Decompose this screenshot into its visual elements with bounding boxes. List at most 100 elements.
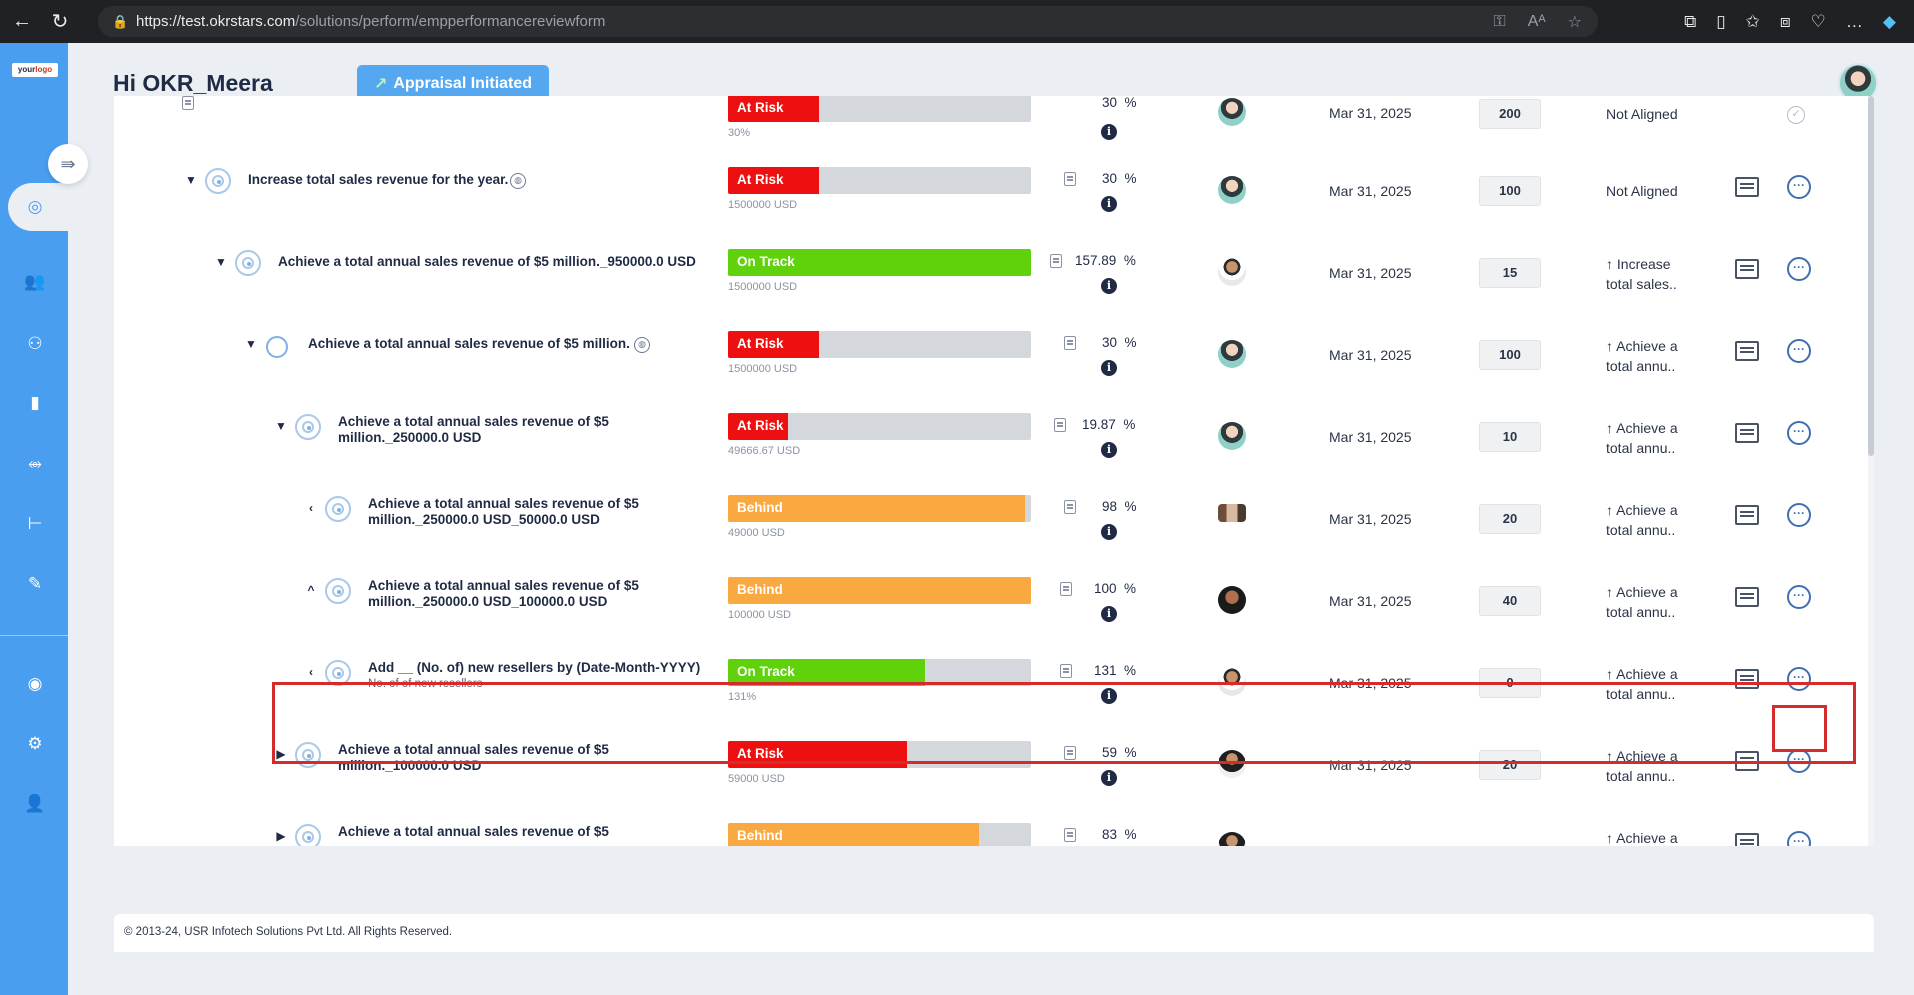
review-action-icon[interactable] — [1735, 505, 1759, 525]
more-options-icon[interactable]: ··· — [1787, 175, 1811, 199]
key-result-title[interactable]: Achieve a total annual sales revenue of … — [338, 414, 609, 445]
score-field[interactable]: 100 — [1479, 176, 1541, 206]
score-field[interactable]: 10 — [1479, 422, 1541, 452]
key-result-title[interactable]: Add __ (No. of) new resellers by (Date-M… — [368, 660, 701, 675]
collapse-sidebar-button[interactable]: ⇛ — [48, 144, 88, 184]
scrollbar-track[interactable] — [1868, 96, 1874, 846]
more-menu-icon[interactable]: … — [1845, 11, 1863, 31]
review-action-icon[interactable] — [1735, 751, 1759, 771]
score-field[interactable]: 20 — [1479, 504, 1541, 534]
info-icon[interactable]: i — [1101, 688, 1117, 704]
objective-title[interactable]: Achieve a total annual sales revenue of … — [278, 254, 696, 269]
notes-icon[interactable] — [1054, 418, 1066, 432]
review-form-icon[interactable]: ✎ — [27, 574, 43, 593]
owner-avatar[interactable] — [1218, 668, 1246, 696]
address-bar[interactable]: 🔒 https://test.okrstars.com/solutions/pe… — [98, 6, 1598, 37]
collapse-toggle-icon[interactable]: ^ — [307, 583, 315, 597]
favorite-star-icon[interactable]: ☆ — [1567, 13, 1582, 31]
team-icon[interactable]: 👥 — [24, 272, 46, 291]
notes-icon[interactable] — [182, 96, 194, 110]
notes-icon[interactable] — [1064, 828, 1076, 842]
key-icon[interactable]: ⚿ — [1493, 12, 1506, 30]
key-result-title[interactable]: Achieve a total annual sales revenue of … — [368, 578, 639, 609]
score-field[interactable]: 200 — [1479, 99, 1541, 129]
owner-avatar[interactable] — [1218, 832, 1246, 846]
info-icon[interactable]: i — [1101, 278, 1117, 294]
profile-icon[interactable]: 👤 — [24, 794, 46, 813]
owner-avatar[interactable] — [1218, 586, 1246, 614]
gear-icon[interactable]: ⚙ — [27, 734, 43, 753]
more-options-icon[interactable]: ··· — [1787, 339, 1811, 363]
notes-icon[interactable] — [1064, 172, 1076, 186]
info-icon[interactable]: i — [1101, 606, 1117, 622]
owner-avatar[interactable] — [1218, 258, 1246, 286]
key-result-title[interactable]: Achieve a total annual sales revenue of … — [308, 336, 630, 351]
expand-toggle-icon[interactable]: ▶ — [276, 747, 286, 761]
score-field[interactable]: 0 — [1479, 668, 1541, 698]
score-field[interactable]: 100 — [1479, 340, 1541, 370]
owner-avatar[interactable] — [1218, 750, 1246, 778]
more-options-icon[interactable]: ··· — [1787, 749, 1811, 773]
expand-toggle-icon[interactable]: ‹ — [309, 501, 313, 515]
more-options-icon[interactable]: ··· — [1787, 831, 1811, 846]
collapse-toggle-icon[interactable]: ▼ — [215, 255, 227, 269]
heart-icon[interactable]: ♡ — [1810, 11, 1826, 31]
review-action-icon[interactable] — [1735, 587, 1759, 607]
owner-avatar[interactable] — [1218, 422, 1246, 450]
back-arrow-icon[interactable]: ← — [12, 10, 32, 32]
review-action-icon[interactable] — [1735, 423, 1759, 443]
key-result-title[interactable]: Achieve a total annual sales revenue of … — [338, 742, 609, 773]
owner-avatar[interactable] — [1218, 504, 1246, 522]
info-icon[interactable]: i — [1101, 124, 1117, 140]
collapse-toggle-icon[interactable]: ▼ — [185, 173, 197, 187]
notes-icon[interactable] — [1064, 336, 1076, 350]
more-options-icon[interactable]: ··· — [1787, 585, 1811, 609]
review-action-icon[interactable] — [1735, 833, 1759, 846]
info-icon[interactable]: i — [1101, 196, 1117, 212]
favorites-icon[interactable]: ✩ — [1745, 11, 1760, 31]
collapse-toggle-icon[interactable]: ▼ — [245, 337, 257, 351]
notes-icon[interactable] — [1060, 664, 1072, 678]
info-icon[interactable]: i — [1101, 442, 1117, 458]
eye-icon[interactable]: ◉ — [27, 674, 43, 693]
notes-icon[interactable] — [1050, 254, 1062, 268]
split-screen-icon[interactable]: ▯ — [1716, 11, 1726, 31]
info-icon[interactable]: i — [1101, 524, 1117, 540]
scrollbar-thumb[interactable] — [1868, 96, 1874, 456]
more-options-icon[interactable]: ··· — [1787, 421, 1811, 445]
copilot-icon[interactable]: ◆ — [1882, 11, 1896, 31]
review-action-icon[interactable] — [1735, 669, 1759, 689]
objective-title[interactable]: Increase total sales revenue for the yea… — [248, 172, 509, 187]
notes-icon[interactable] — [1064, 746, 1076, 760]
target-icon[interactable]: ◎ — [27, 197, 43, 216]
owner-avatar[interactable] — [1218, 176, 1246, 204]
expand-toggle-icon[interactable]: ▶ — [276, 829, 286, 843]
review-action-icon[interactable] — [1735, 259, 1759, 279]
collapse-toggle-icon[interactable]: ▼ — [275, 419, 287, 433]
more-options-icon[interactable]: ··· — [1787, 257, 1811, 281]
handshake-icon[interactable]: ⥈ — [28, 454, 42, 473]
notes-icon[interactable] — [1060, 582, 1072, 596]
score-field[interactable]: 40 — [1479, 586, 1541, 616]
extensions-icon[interactable]: ⧉ — [1684, 11, 1697, 31]
review-action-icon[interactable] — [1735, 341, 1759, 361]
key-result-title[interactable]: Achieve a total annual sales revenue of … — [368, 496, 639, 527]
info-icon[interactable]: i — [1101, 360, 1117, 376]
owner-avatar[interactable] — [1218, 340, 1246, 368]
info-icon[interactable]: i — [1101, 770, 1117, 786]
user-settings-icon[interactable]: ⚇ — [27, 334, 43, 353]
owner-avatar[interactable] — [1218, 98, 1246, 126]
more-options-icon[interactable]: ··· — [1787, 503, 1811, 527]
read-aloud-icon[interactable]: Aᴬ — [1527, 12, 1546, 30]
reload-icon[interactable]: ↻ — [51, 11, 69, 33]
key-result-title[interactable]: Achieve a total annual sales revenue of … — [338, 824, 609, 839]
score-field[interactable]: 20 — [1479, 750, 1541, 780]
notes-icon[interactable] — [1064, 500, 1076, 514]
review-action-icon[interactable] — [1735, 177, 1759, 197]
hierarchy-icon[interactable]: ⊢ — [27, 514, 43, 533]
score-field[interactable]: 15 — [1479, 258, 1541, 288]
check-icon[interactable]: ✓ — [1787, 106, 1805, 124]
expand-toggle-icon[interactable]: ‹ — [309, 665, 313, 679]
book-icon[interactable]: ▮ — [30, 393, 40, 412]
collections-icon[interactable]: ⧈ — [1779, 11, 1791, 31]
